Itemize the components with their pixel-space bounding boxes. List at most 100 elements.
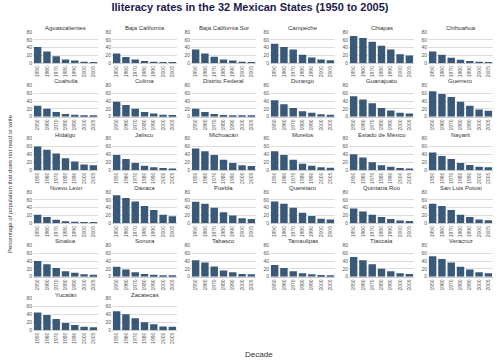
svg-text:2000: 2000	[476, 173, 482, 184]
svg-text:Baja California Sur: Baja California Sur	[199, 25, 249, 31]
svg-text:1970: 1970	[448, 173, 454, 184]
svg-text:1970: 1970	[369, 119, 375, 130]
svg-text:80: 80	[342, 135, 348, 141]
svg-text:2000: 2000	[81, 279, 87, 290]
svg-text:40: 40	[105, 151, 111, 157]
svg-text:0: 0	[108, 167, 111, 173]
svg-text:1980: 1980	[62, 119, 68, 130]
svg-text:Veracruz: Veracruz	[449, 238, 473, 244]
svg-text:1960: 1960	[44, 66, 50, 77]
svg-text:1950: 1950	[113, 119, 119, 130]
svg-text:40: 40	[263, 44, 269, 50]
svg-text:2000: 2000	[397, 173, 403, 184]
svg-text:80: 80	[105, 135, 111, 141]
svg-text:0: 0	[108, 113, 111, 119]
svg-text:20: 20	[26, 106, 32, 112]
svg-text:1960: 1960	[44, 119, 50, 130]
svg-text:2000: 2000	[81, 66, 87, 77]
svg-text:60: 60	[105, 37, 111, 43]
svg-text:1990: 1990	[308, 279, 314, 290]
svg-text:1980: 1980	[141, 173, 147, 184]
svg-text:0: 0	[108, 327, 111, 333]
svg-text:20: 20	[26, 319, 32, 325]
svg-text:0: 0	[29, 273, 32, 279]
svg-text:1950: 1950	[34, 173, 40, 184]
svg-text:40: 40	[26, 98, 32, 104]
svg-text:40: 40	[105, 311, 111, 317]
svg-text:Guerrero: Guerrero	[448, 78, 473, 84]
svg-text:1950: 1950	[192, 279, 198, 290]
svg-text:Percentage of population that: Percentage of population that does not r…	[7, 114, 13, 253]
svg-text:20: 20	[105, 319, 111, 325]
svg-text:20: 20	[263, 212, 269, 218]
svg-text:20: 20	[26, 159, 32, 165]
svg-text:20: 20	[26, 212, 32, 218]
svg-text:80: 80	[421, 189, 427, 195]
svg-text:20: 20	[263, 266, 269, 272]
svg-text:0: 0	[187, 113, 190, 119]
svg-text:1960: 1960	[123, 173, 129, 184]
svg-text:1960: 1960	[360, 66, 366, 77]
svg-text:60: 60	[263, 250, 269, 256]
svg-text:0: 0	[345, 273, 348, 279]
svg-text:1970: 1970	[53, 173, 59, 184]
svg-text:1960: 1960	[360, 226, 366, 237]
svg-text:San Luis Potosí: San Luis Potosí	[440, 185, 482, 191]
svg-text:1990: 1990	[387, 66, 393, 77]
svg-text:60: 60	[342, 37, 348, 43]
svg-text:40: 40	[184, 204, 190, 210]
svg-text:1950: 1950	[113, 333, 119, 344]
svg-text:60: 60	[342, 197, 348, 203]
svg-text:40: 40	[263, 98, 269, 104]
svg-text:1980: 1980	[220, 173, 226, 184]
svg-text:Decade: Decade	[245, 350, 273, 359]
svg-text:1990: 1990	[466, 279, 472, 290]
svg-text:1990: 1990	[71, 226, 77, 237]
svg-text:60: 60	[263, 197, 269, 203]
svg-text:2005: 2005	[169, 279, 175, 290]
svg-text:1970: 1970	[448, 279, 454, 290]
svg-text:1960: 1960	[281, 119, 287, 130]
svg-text:1990: 1990	[387, 173, 393, 184]
svg-text:20: 20	[421, 159, 427, 165]
svg-text:1970: 1970	[53, 279, 59, 290]
svg-text:0: 0	[108, 273, 111, 279]
svg-text:1950: 1950	[192, 66, 198, 77]
svg-text:1990: 1990	[308, 226, 314, 237]
svg-text:80: 80	[342, 242, 348, 248]
svg-text:20: 20	[184, 266, 190, 272]
svg-text:1980: 1980	[378, 226, 384, 237]
svg-text:0: 0	[29, 60, 32, 66]
svg-text:0: 0	[266, 60, 269, 66]
svg-text:0: 0	[187, 167, 190, 173]
svg-text:2005: 2005	[90, 333, 96, 344]
svg-text:1990: 1990	[466, 66, 472, 77]
svg-text:1970: 1970	[290, 66, 296, 77]
svg-text:1970: 1970	[290, 226, 296, 237]
svg-text:Chiapas: Chiapas	[371, 25, 393, 31]
svg-text:0: 0	[345, 60, 348, 66]
svg-text:2000: 2000	[397, 279, 403, 290]
svg-text:20: 20	[184, 212, 190, 218]
svg-text:2000: 2000	[318, 66, 324, 77]
svg-text:Colima: Colima	[135, 78, 154, 84]
svg-text:0: 0	[266, 220, 269, 226]
svg-text:1960: 1960	[123, 119, 129, 130]
svg-text:1990: 1990	[150, 119, 156, 130]
svg-text:1970: 1970	[53, 226, 59, 237]
svg-text:80: 80	[342, 82, 348, 88]
svg-text:20: 20	[421, 52, 427, 58]
svg-text:1970: 1970	[369, 66, 375, 77]
svg-text:0: 0	[266, 167, 269, 173]
svg-text:80: 80	[263, 189, 269, 195]
svg-text:Coahuila: Coahuila	[54, 78, 78, 84]
svg-text:60: 60	[421, 197, 427, 203]
svg-text:1990: 1990	[229, 226, 235, 237]
svg-text:40: 40	[342, 98, 348, 104]
svg-text:80: 80	[26, 242, 32, 248]
svg-text:2000: 2000	[81, 119, 87, 130]
svg-text:1970: 1970	[211, 173, 217, 184]
svg-text:1950: 1950	[271, 66, 277, 77]
svg-text:1950: 1950	[350, 173, 356, 184]
svg-text:1970: 1970	[448, 226, 454, 237]
